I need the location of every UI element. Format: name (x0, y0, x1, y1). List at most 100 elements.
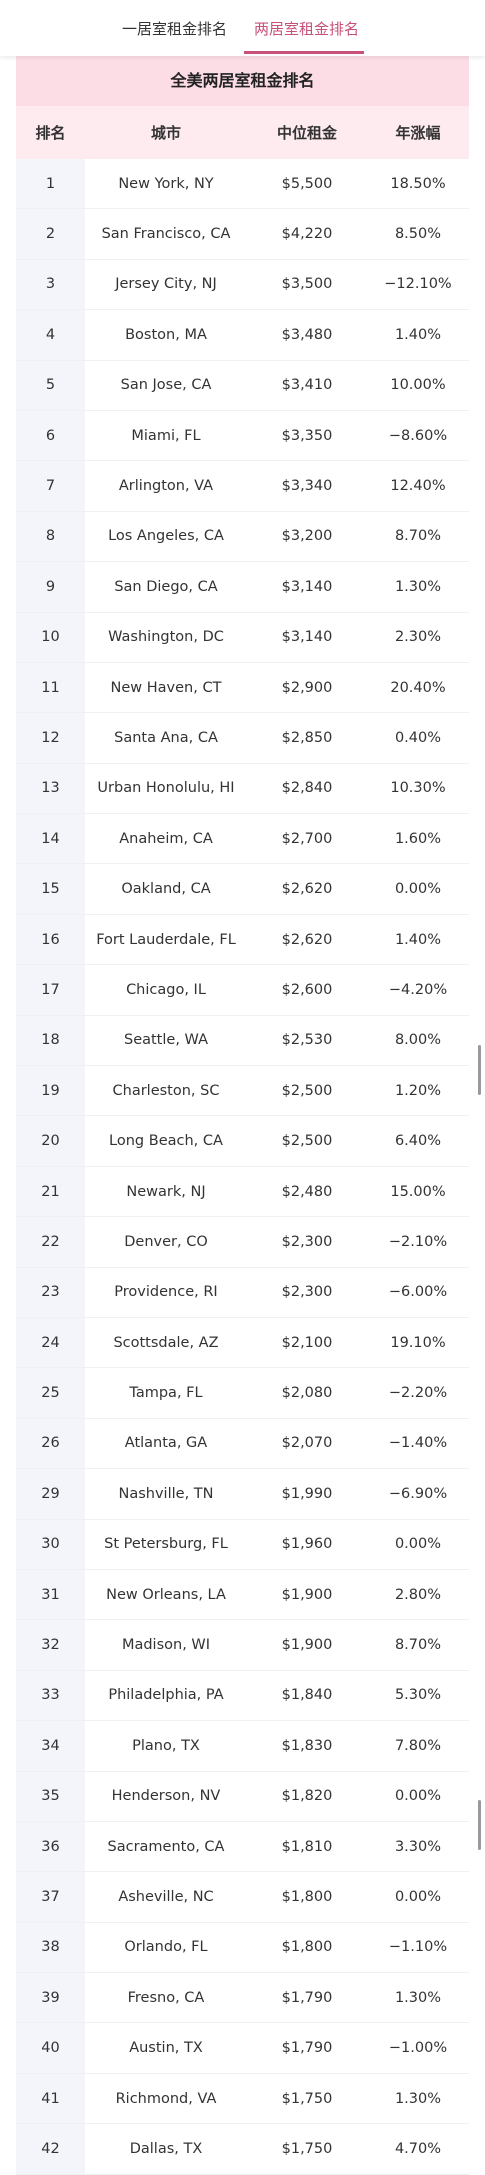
table-cell: 18 (16, 1015, 85, 1066)
table-cell: 14 (16, 814, 85, 864)
table-cell: Philadelphia, PA (108, 1687, 224, 1704)
table-cell: 4.70% (394, 2140, 442, 2157)
table-cell: San Jose, CA (120, 377, 212, 394)
table: 全美两居室租金排名 排名 城市 中位租金 年涨幅 1 New York, NY $5,50… (16, 56, 469, 2175)
table-cell: $2,100 (281, 1334, 333, 1351)
table-cell: Long Beach, CA (109, 1133, 223, 1150)
table-row: 3 Jersey City, NJ $3,500 −12.10% (16, 259, 469, 311)
table-body: 1 New York, NY $5,500 18.50% 2 San Francisco,… (16, 159, 469, 2175)
table-cell: $2,600 (281, 981, 333, 998)
table-row: 12 Santa Ana, CA $2,850 0.40% (16, 713, 469, 764)
table-cell: 29 (16, 1469, 85, 1519)
table-cell: Henderson, NV (111, 1788, 221, 1805)
table-cell: 9 (16, 562, 85, 612)
table-cell: $5,500 (281, 175, 333, 192)
table-cell: $2,620 (281, 881, 333, 898)
table-cell: $1,810 (281, 1838, 333, 1855)
table-row: 41 Richmond, VA $1,750 1.30% (16, 2073, 469, 2125)
table-cell: 24 (16, 1317, 85, 1368)
table-cell: −6.00% (388, 1284, 448, 1301)
table-cell: 2.30% (394, 629, 442, 646)
header-cell: 排名 (35, 124, 66, 142)
scrollbar (478, 1045, 481, 1095)
table-cell: $2,840 (281, 780, 333, 797)
table-cell: $1,900 (281, 1586, 333, 1603)
header-cell: 城市 (150, 124, 181, 142)
table-cell: $2,480 (281, 1183, 333, 1200)
table-cell: Denver, CO (124, 1233, 208, 1250)
table-cell: $2,620 (281, 931, 333, 948)
table-cell: 1.40% (394, 931, 442, 948)
table-cell: $2,300 (281, 1233, 333, 1250)
table-cell: 22 (16, 1217, 85, 1267)
table-cell: 0.00% (394, 1888, 442, 1905)
table-cell: 17 (16, 965, 85, 1015)
table-row: 14 Anaheim, CA $2,700 1.60% (16, 814, 469, 865)
table-cell: $3,340 (281, 478, 333, 495)
table-cell: Miami, FL (131, 427, 201, 444)
table-cell: 32 (16, 1620, 85, 1670)
table-cell: $2,500 (281, 1082, 333, 1099)
table-row: 33 Philadelphia, PA $1,840 5.30% (16, 1670, 469, 1722)
table-cell: New Orleans, LA (106, 1586, 226, 1603)
table-cell: 10.00% (390, 377, 446, 394)
table-cell: $2,900 (281, 679, 333, 696)
table-cell: 8 (16, 511, 85, 562)
table-cell: 20.40% (390, 679, 446, 696)
table-cell: Chicago, IL (126, 981, 206, 998)
table-cell: San Francisco, CA (101, 226, 231, 243)
table-cell: 19.10% (390, 1334, 446, 1351)
table-cell: $3,500 (281, 276, 333, 293)
table-cell: $3,480 (281, 326, 333, 343)
table-cell: 35 (16, 1771, 85, 1821)
table-cell: $3,140 (281, 629, 333, 646)
table-cell: 0.00% (394, 1536, 442, 1553)
table-cell: $2,500 (281, 1133, 333, 1150)
table-cell: San Diego, CA (114, 578, 218, 595)
table-cell: $1,790 (281, 1989, 333, 2006)
table-cell: Austin, TX (129, 2040, 203, 2057)
table-cell: $1,800 (281, 1939, 333, 1956)
table-cell: 12.40% (390, 478, 446, 495)
table-row: 17 Chicago, IL $2,600 −4.20% (16, 965, 469, 1016)
table-cell: Orlando, FL (124, 1939, 208, 1956)
table-cell: Anaheim, CA (119, 830, 213, 847)
table-row: 29 Nashville, TN $1,990 −6.90% (16, 1469, 469, 1520)
table-cell: 15 (16, 864, 85, 914)
table-cell: 37 (16, 1872, 85, 1922)
table-cell: $1,750 (281, 2140, 333, 2157)
table-cell: $1,800 (281, 1888, 333, 1905)
table-row: 18 Seattle, WA $2,530 8.00% (16, 1015, 469, 1067)
table-cell: −12.10% (384, 276, 452, 293)
table-row: 8 Los Angeles, CA $3,200 8.70% (16, 511, 469, 563)
table-cell: −4.20% (388, 981, 448, 998)
table-row: 36 Sacramento, CA $1,810 3.30% (16, 1821, 469, 1873)
table-cell: 0.00% (394, 881, 442, 898)
table-row: 13 Urban Honolulu, HI $2,840 10.30% (16, 763, 469, 815)
table-row: 37 Asheville, NC $1,800 0.00% (16, 1872, 469, 1923)
table-cell: 1.20% (394, 1082, 442, 1099)
table-row: 35 Henderson, NV $1,820 0.00% (16, 1771, 469, 1822)
table-cell: Fort Lauderdale, FL (96, 931, 236, 948)
table-cell: Dallas, TX (129, 2140, 203, 2157)
table-cell: Santa Ana, CA (114, 729, 218, 746)
table-cell: $3,140 (281, 578, 333, 595)
table-cell: 18.50% (390, 175, 446, 192)
table-cell: $1,750 (281, 2090, 333, 2107)
tab[interactable]: 一居室租金排名 (122, 20, 228, 38)
table-cell: $1,830 (281, 1737, 333, 1754)
table-cell: 11 (16, 662, 85, 713)
table-row: 9 San Diego, CA $3,140 1.30% (16, 562, 469, 613)
table-cell: Seattle, WA (123, 1032, 208, 1049)
table-cell: $2,300 (281, 1284, 333, 1301)
table-cell: 42 (16, 2124, 85, 2174)
table-cell: 20 (16, 1116, 85, 1166)
table-row: 24 Scottsdale, AZ $2,100 19.10% (16, 1317, 469, 1369)
table-row: 5 San Jose, CA $3,410 10.00% (16, 360, 469, 411)
table-row: 38 Orlando, FL $1,800 −1.10% (16, 1922, 469, 1974)
table-cell: 1.60% (394, 830, 442, 847)
table-cell: $3,410 (281, 377, 333, 394)
table-cell: Sacramento, CA (107, 1838, 225, 1855)
tab-active[interactable]: 两居室租金排名 (254, 20, 360, 38)
